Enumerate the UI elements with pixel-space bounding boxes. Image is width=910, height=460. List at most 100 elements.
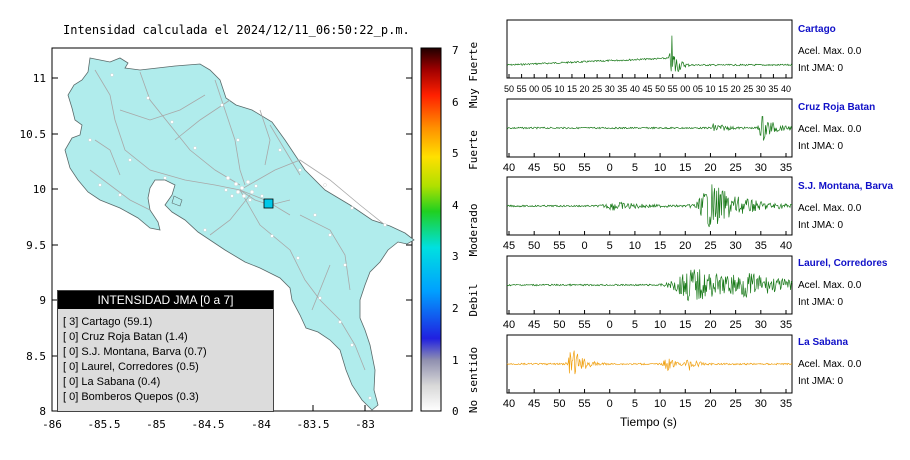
station-label-cartago: Cartago Acel. Max. 0.0 Int JMA: 0 (798, 24, 861, 74)
waveform-tick-label: 10 (554, 84, 564, 94)
station-label-laurel: Laurel, Corredores Acel. Max. 0.0 Int JM… (798, 258, 887, 308)
station-int: Int JMA: 0 (798, 63, 844, 74)
waveform-tick-label: 55 (578, 162, 590, 174)
legend-row: [ 0] Cruz Roja Batan (1.4) (63, 331, 188, 343)
waveform-tick-label: 15 (654, 240, 666, 252)
waveform-tick-label: 10 (629, 240, 641, 252)
waveform-tick-label: 30 (756, 84, 766, 94)
waveform-tick-label: 35 (780, 162, 792, 174)
waveform-tick-label: 50 (504, 84, 514, 94)
station-int: Int JMA: 0 (798, 141, 844, 152)
waveform-tick-label: 5 (632, 162, 638, 174)
colorbar-tick: 0 (452, 405, 459, 418)
waveform-panel: 40 45 50 55 0 5 10 15 20 25 30 35 (503, 334, 793, 410)
station-label-la-sabana: La Sabana Acel. Max. 0.0 Int JMA: 0 (798, 337, 861, 387)
map-ytick: 11 (33, 72, 46, 85)
station-name: Laurel, Corredores (798, 258, 888, 269)
waveform-tick-label: 5 (632, 319, 638, 331)
legend-row: [ 0] S.J. Montana, Barva (0.7) (63, 346, 207, 358)
waveform-tick-label: 55 (668, 84, 678, 94)
legend-row: [ 0] Laurel, Corredores (0.5) (63, 361, 199, 373)
waveform-tick-label: 50 (655, 84, 665, 94)
waveform-tick-label: 20 (731, 84, 741, 94)
map-xtick: -83 (355, 418, 375, 431)
waveform-trace (506, 269, 793, 302)
station-name: La Sabana (798, 337, 849, 348)
waveform-tick-label: 45 (528, 398, 540, 410)
map-xtick: -85.5 (87, 418, 120, 431)
waveform-tick-label: 0 (607, 162, 613, 174)
waveform-tick-label: 20 (704, 319, 716, 331)
map-title: Intensidad calculada el 2024/12/11_06:50… (63, 23, 410, 37)
cartago-station-marker (263, 198, 274, 209)
colorbar-tick: 3 (452, 250, 459, 263)
waveform-tick-label: 30 (755, 162, 767, 174)
waveform-tick-label: 10 (654, 162, 666, 174)
waveform-tick-label: 05 (542, 84, 552, 94)
waveform-tick-label: 25 (730, 162, 742, 174)
waveform-tick-label: 55 (553, 240, 565, 252)
map-ytick: 8 (39, 405, 46, 418)
waveform-tick-label: 30 (730, 240, 742, 252)
costa-rica-land (64, 57, 415, 411)
legend-title: INTENSIDAD JMA [0 a 7] (58, 291, 273, 309)
waveform-tick-label: 40 (630, 84, 640, 94)
waveform-trace (506, 184, 793, 228)
waveform-tick-label: 00 (529, 84, 539, 94)
waveform-tick-label: 45 (528, 162, 540, 174)
colorbar-tick: 4 (452, 199, 459, 212)
waveform-tick-label: 15 (679, 319, 691, 331)
waveform-trace (506, 35, 793, 72)
station-acel: Acel. Max. 0.0 (798, 359, 862, 370)
station-name: Cartago (798, 24, 836, 35)
map-ytick: 9.5 (26, 239, 46, 252)
map-xtick: -84 (251, 418, 271, 431)
waveform-tick-label: 0 (607, 398, 613, 410)
waveform-tick-label: 40 (503, 162, 515, 174)
waveform-tick-label: 40 (503, 398, 515, 410)
waveform-panel: 40 45 50 55 0 5 10 15 20 25 30 35 (503, 255, 793, 331)
waveform-tick-label: 30 (605, 84, 615, 94)
map-xtick: -83.5 (296, 418, 329, 431)
waveform-tick-label: 35 (755, 240, 767, 252)
waveform-tick-label: 10 (705, 84, 715, 94)
waveform-tick-label: 05 (693, 84, 703, 94)
waveform-tick-label: 45 (528, 319, 540, 331)
station-int: Int JMA: 0 (798, 220, 844, 231)
waveform-tick-label: 35 (768, 84, 778, 94)
road-network (89, 69, 386, 371)
waveform-tick-label: 50 (553, 319, 565, 331)
colorbar-label: Muy Fuerte (467, 42, 480, 108)
waveform-tick-label: 20 (704, 162, 716, 174)
waveform-tick-label: 15 (718, 84, 728, 94)
waveform-tick-label: 15 (679, 398, 691, 410)
waveform-tick-label: 45 (642, 84, 652, 94)
waveform-tick-label: 20 (704, 398, 716, 410)
waveform-tick-label: 35 (780, 398, 792, 410)
waveform-tick-label: 50 (528, 240, 540, 252)
colorbar-label: No sentido (467, 347, 480, 413)
town-markers (88, 73, 387, 400)
legend-row: [ 0] La Sabana (0.4) (63, 376, 161, 388)
waveform-tick-label: 40 (503, 319, 515, 331)
station-label-sj-montana: S.J. Montana, Barva Acel. Max. 0.0 Int J… (798, 181, 893, 231)
waveform-tick-label: 10 (654, 319, 666, 331)
waveform-tick-label: 40 (780, 240, 792, 252)
waveform-panel: 40 45 50 55 0 5 10 15 20 25 30 35 (503, 98, 793, 174)
waveform-tick-label: 30 (755, 398, 767, 410)
station-name: Cruz Roja Batan (798, 102, 876, 113)
station-acel: Acel. Max. 0.0 (798, 203, 862, 214)
waveform-tick-label: 20 (580, 84, 590, 94)
waveform-tick-label: 10 (654, 398, 666, 410)
waveform-panel: 45 50 55 0 5 10 15 20 25 30 35 40 (503, 176, 793, 252)
waveform-tick-label: 20 (679, 240, 691, 252)
waveform-tick-label: 55 (578, 319, 590, 331)
legend-row: [ 0] Bomberos Quepos (0.3) (63, 391, 199, 403)
map-xtick: -84.5 (191, 418, 224, 431)
map-ytick: 8.5 (26, 350, 46, 363)
station-int: Int JMA: 0 (798, 297, 844, 308)
colorbar-tick: 2 (452, 302, 459, 315)
station-acel: Acel. Max. 0.0 (798, 124, 862, 135)
waveform-tick-label: 50 (553, 398, 565, 410)
waveform-tick-label: 25 (592, 84, 602, 94)
